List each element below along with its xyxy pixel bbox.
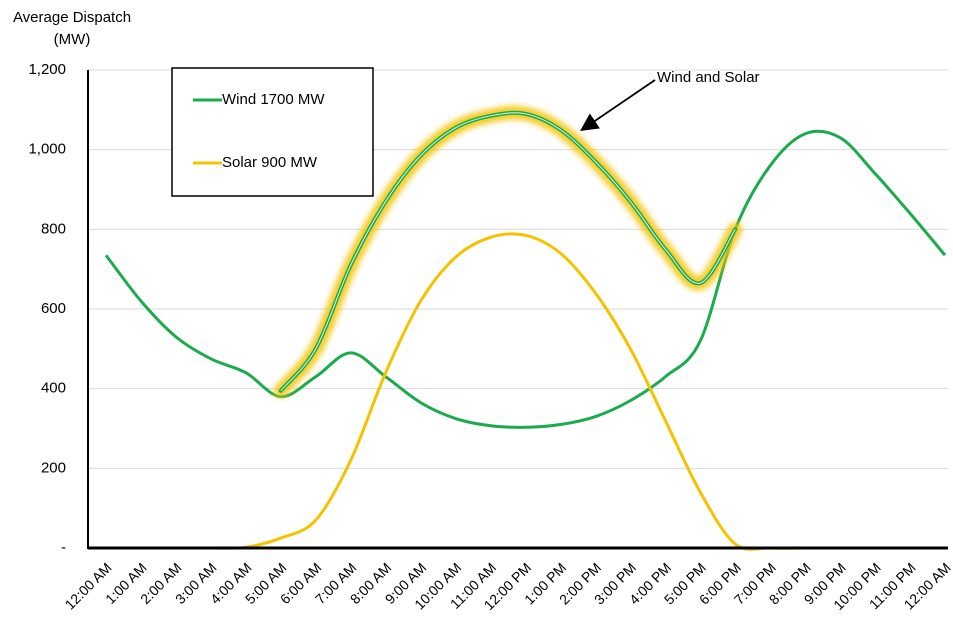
legend-box: [171, 67, 374, 197]
annotation: Wind and Solar: [657, 69, 760, 86]
x-tick-label: 12:00 AM: [62, 559, 115, 612]
y-tick-label: 200: [41, 459, 66, 476]
series-line: [105, 232, 945, 551]
y-tick-label: 1,200: [28, 61, 66, 78]
y-tick-label: 800: [41, 220, 66, 237]
y-axis-title: Average Dispatch: [13, 9, 131, 26]
y-tick-label: -: [61, 539, 66, 556]
y-tick-label: 600: [41, 300, 66, 317]
legend-label: Wind 1700 MW: [222, 91, 325, 108]
y-tick-label: 1,000: [28, 141, 66, 158]
annotation-arrow: [580, 79, 656, 132]
legend-label: Solar 900 MW: [222, 154, 318, 171]
y-tick-label: 400: [41, 380, 66, 397]
y-axis-title: (MW): [54, 31, 91, 48]
highlight-core: [280, 112, 736, 391]
series-line: [104, 129, 947, 429]
